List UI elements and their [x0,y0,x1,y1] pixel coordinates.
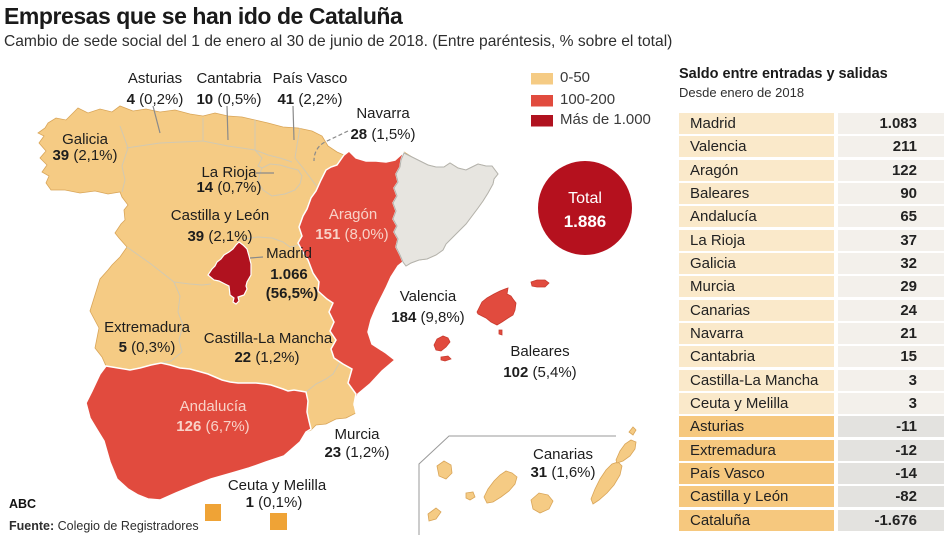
svg-text:Murcia: Murcia [334,426,380,443]
svg-text:151 (8,0%): 151 (8,0%) [315,226,388,243]
svg-text:0-50: 0-50 [560,69,590,86]
svg-text:28 (1,5%): 28 (1,5%) [350,126,415,143]
svg-text:Baleares: Baleares [510,343,569,360]
svg-text:31 (1,6%): 31 (1,6%) [530,464,595,481]
svg-text:Total: Total [568,190,602,207]
svg-text:Madrid: Madrid [266,245,312,262]
svg-text:184 (9,8%): 184 (9,8%) [391,309,464,326]
svg-text:Castilla y León: Castilla y León [171,207,269,224]
svg-text:1.886: 1.886 [564,212,607,231]
svg-text:Andalucía: Andalucía [180,398,247,415]
svg-text:Canarias: Canarias [533,446,593,463]
svg-text:Ceuta y Melilla: Ceuta y Melilla [228,477,327,494]
svg-text:39 (2,1%): 39 (2,1%) [187,228,252,245]
svg-text:Más de 1.000: Más de 1.000 [560,111,651,128]
svg-text:10 (0,5%): 10 (0,5%) [196,91,261,108]
svg-text:La Rioja: La Rioja [201,164,257,181]
svg-text:102 (5,4%): 102 (5,4%) [503,364,576,381]
svg-text:(56,5%): (56,5%) [266,285,319,302]
svg-text:4 (0,2%): 4 (0,2%) [127,91,184,108]
svg-text:País Vasco: País Vasco [273,70,348,87]
svg-text:41 (2,2%): 41 (2,2%) [277,91,342,108]
svg-text:Aragón: Aragón [329,206,377,223]
svg-text:14 (0,7%): 14 (0,7%) [196,179,261,196]
svg-text:Castilla-La Mancha: Castilla-La Mancha [204,330,333,347]
svg-text:Asturias: Asturias [128,70,182,87]
svg-text:126 (6,7%): 126 (6,7%) [176,418,249,435]
svg-text:1.066: 1.066 [270,266,308,283]
svg-text:22 (1,2%): 22 (1,2%) [234,349,299,366]
svg-text:100-200: 100-200 [560,91,615,108]
svg-text:Navarra: Navarra [356,105,410,122]
svg-text:39 (2,1%): 39 (2,1%) [52,147,117,164]
svg-text:5 (0,3%): 5 (0,3%) [119,339,176,356]
svg-text:23 (1,2%): 23 (1,2%) [324,444,389,461]
svg-text:Cantabria: Cantabria [196,70,262,87]
svg-text:1 (0,1%): 1 (0,1%) [246,494,303,511]
svg-text:Galicia: Galicia [62,131,109,148]
svg-text:Valencia: Valencia [400,288,457,305]
svg-text:Extremadura: Extremadura [104,319,191,336]
